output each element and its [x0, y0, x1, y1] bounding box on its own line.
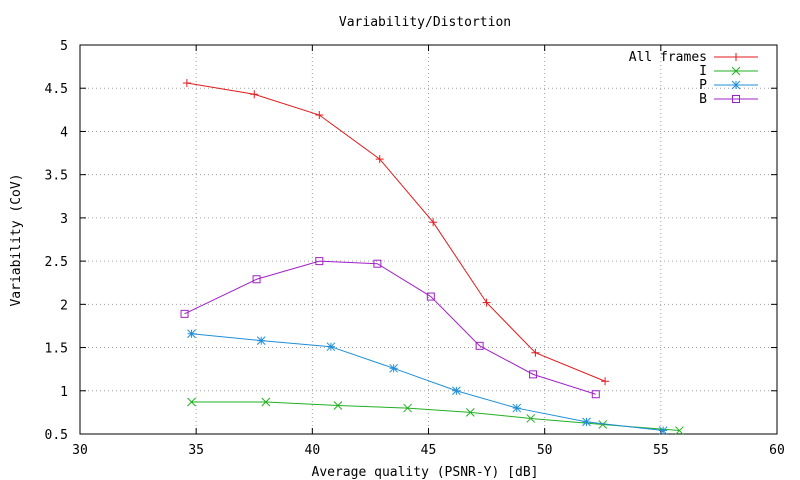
- x-tick-label: 40: [305, 443, 321, 458]
- y-tick-label: 0.5: [45, 428, 68, 443]
- y-axis-label: Variability (CoV): [9, 173, 24, 306]
- series-i: [187, 397, 684, 435]
- legend-label: P: [699, 78, 707, 93]
- y-tick-label: 1.5: [45, 342, 68, 357]
- x-axis-label: Average quality (PSNR-Y) [dB]: [312, 465, 539, 480]
- data-point-marker: [731, 66, 741, 76]
- legend-label: I: [699, 64, 707, 79]
- x-tick-label: 60: [769, 443, 785, 458]
- y-tick-label: 2.5: [45, 255, 68, 270]
- data-point-marker: [531, 348, 540, 357]
- data-point-marker: [315, 111, 324, 120]
- data-point-marker: [250, 90, 259, 99]
- data-point-marker: [732, 53, 740, 61]
- data-point-marker: [375, 155, 384, 164]
- x-tick-label: 45: [421, 443, 437, 458]
- legend-label: B: [699, 92, 707, 107]
- data-point-marker: [261, 397, 271, 407]
- y-tick-label: 5: [60, 39, 68, 54]
- y-tick-label: 3: [60, 212, 68, 227]
- data-point-marker: [731, 80, 741, 90]
- data-point-marker: [187, 397, 196, 407]
- x-tick-label: 50: [537, 443, 553, 458]
- chart-title: Variability/Distortion: [339, 15, 511, 30]
- data-point-marker: [452, 386, 461, 396]
- y-tick-label: 2: [60, 298, 68, 313]
- data-point-marker: [252, 275, 261, 284]
- y-tick-label: 3.5: [45, 169, 68, 184]
- data-point-marker: [591, 390, 600, 399]
- data-point-marker: [598, 420, 608, 429]
- data-point-marker: [426, 292, 435, 301]
- x-tick-label: 30: [72, 443, 88, 458]
- data-point-marker: [658, 426, 668, 435]
- data-point-marker: [389, 363, 399, 373]
- data-point-marker: [601, 377, 610, 386]
- series-line: [191, 333, 664, 432]
- series-p: [187, 329, 668, 435]
- data-point-marker: [256, 336, 266, 345]
- y-tick-label: 4: [60, 125, 68, 140]
- data-point-marker: [582, 417, 591, 427]
- series-b: [180, 257, 600, 399]
- data-point-marker: [403, 403, 412, 413]
- data-point-marker: [187, 329, 196, 339]
- data-point-marker: [475, 341, 484, 350]
- data-point-marker: [465, 408, 475, 417]
- legend-item: All frames: [629, 50, 758, 65]
- series-line: [191, 401, 680, 432]
- y-tick-label: 4.5: [45, 82, 68, 97]
- grid-layer: [80, 45, 777, 434]
- data-point-marker: [182, 79, 191, 88]
- data-point-marker: [529, 370, 538, 379]
- series-layer: [180, 79, 684, 435]
- data-point-marker: [482, 298, 491, 307]
- y-tick-label: 1: [60, 385, 68, 400]
- data-point-marker: [180, 309, 189, 318]
- legend-item: P: [699, 78, 758, 93]
- legend-item: I: [699, 64, 758, 79]
- legend-item: B: [699, 92, 758, 107]
- data-point-marker: [732, 95, 740, 103]
- plot-frame: [79, 44, 778, 435]
- data-point-marker: [373, 259, 382, 268]
- legend-label: All frames: [629, 50, 707, 65]
- data-point-marker: [333, 401, 343, 410]
- data-point-marker: [512, 403, 522, 413]
- data-point-marker: [326, 342, 336, 352]
- data-point-marker: [675, 426, 684, 435]
- tick-layer: 30 35 40 45 50 55 60 0.5 1 1.5 2 2.5 3 3.5 4 4.5 5: [45, 39, 785, 458]
- data-point-marker: [526, 414, 536, 423]
- series-line: [184, 260, 596, 395]
- x-tick-label: 35: [188, 443, 204, 458]
- data-point-marker: [429, 218, 438, 227]
- x-tick-label: 55: [653, 443, 669, 458]
- series-all-frames: [182, 79, 610, 386]
- series-line: [186, 82, 606, 382]
- data-point-marker: [315, 257, 324, 266]
